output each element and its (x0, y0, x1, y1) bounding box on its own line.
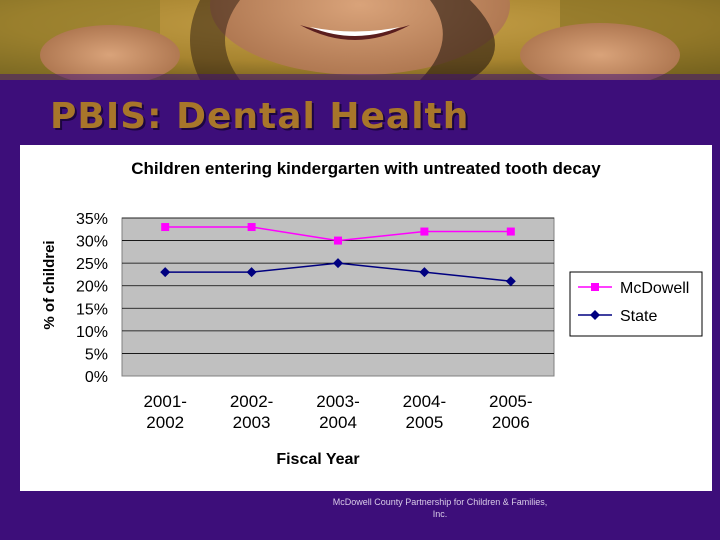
x-tick-label: 2005- 2006 (489, 392, 532, 432)
data-point (505, 276, 516, 287)
x-tick-label: 2004- 2005 (403, 392, 446, 432)
data-point (334, 236, 342, 245)
legend-box (569, 271, 703, 337)
x-tick-label-line: 2001- (143, 392, 186, 411)
y-tick-label: 5% (85, 346, 108, 363)
x-tick-label-line: 2004- (403, 392, 446, 411)
y-tick-label: 0% (85, 369, 108, 386)
data-point (506, 227, 515, 236)
legend-marker (591, 283, 599, 291)
y-tick-label: 20% (76, 279, 108, 296)
x-axis-label: Fiscal Year (276, 451, 359, 468)
y-tick-label: 35% (76, 211, 108, 228)
data-point (333, 258, 343, 269)
data-point (161, 223, 170, 232)
legend-marker (590, 310, 600, 320)
y-tick-label: 30% (76, 234, 108, 251)
y-tick-label: 15% (76, 301, 108, 318)
x-tick-label-line: 2003 (233, 413, 271, 432)
y-tick-label: 25% (76, 256, 108, 273)
x-tick-label-line: 2006 (492, 413, 530, 432)
x-tick-label: 2001- 2002 (143, 392, 186, 432)
footer-credit: McDowell County Partnership for Children… (332, 497, 548, 519)
x-tick-label-line: 2005- (489, 392, 532, 411)
header-photo (0, 0, 720, 80)
x-tick-label: 2003- 2004 (316, 392, 359, 432)
x-tick-label-line: 2004 (319, 413, 357, 432)
y-tick-label: 10% (76, 324, 108, 341)
chart-panel: Children entering kindergarten with untr… (20, 145, 712, 491)
x-tick-label-line: 2005 (405, 413, 443, 432)
legend-label-mcdowell: McDowell (620, 280, 689, 297)
legend-label-state: State (620, 308, 657, 325)
x-tick-label: 2002- 2003 (230, 392, 273, 432)
y-axis-label: % of childrei (41, 240, 58, 329)
data-point (420, 227, 429, 236)
x-tick-label-line: 2002- (230, 392, 273, 411)
line-chart: Children entering kindergarten with untr… (41, 159, 703, 468)
data-point (247, 223, 256, 232)
x-tick-label-line: 2002 (146, 413, 184, 432)
chart-title: Children entering kindergarten with untr… (131, 159, 601, 178)
x-tick-label-line: 2003- (316, 392, 359, 411)
slide-title: PBIS: Dental Health (50, 96, 470, 137)
